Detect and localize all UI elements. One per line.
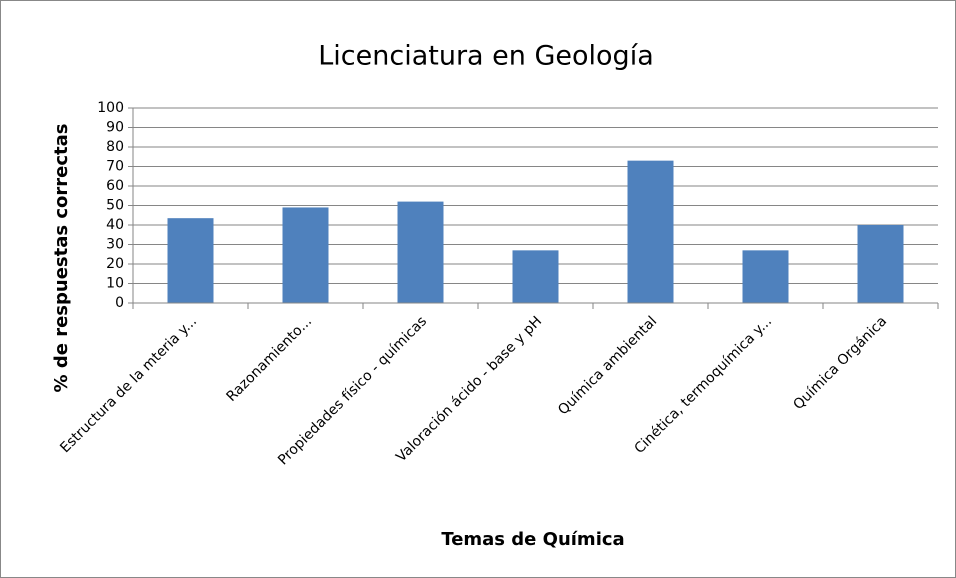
y-tick-label: 20 [106, 256, 124, 272]
y-tick-label: 60 [106, 178, 124, 194]
y-tick-label: 80 [106, 139, 124, 155]
bar [857, 225, 904, 303]
chart-title: Licenciatura en Geología [318, 41, 654, 72]
y-tick-label: 100 [97, 100, 124, 116]
y-tick-label: 90 [106, 120, 124, 136]
bar [282, 207, 329, 303]
y-tick-label: 50 [106, 198, 124, 214]
bar [627, 160, 674, 303]
x-axis-title: Temas de Química [441, 529, 624, 550]
y-tick-label: 0 [115, 295, 124, 311]
y-tick-label: 10 [106, 276, 124, 292]
y-tick-label: 70 [106, 159, 124, 175]
y-tick-label: 40 [106, 217, 124, 233]
y-axis-title: % de respuestas correctas [51, 124, 72, 393]
y-tick-label: 30 [106, 237, 124, 253]
bar [167, 218, 214, 303]
bar [512, 250, 559, 303]
bar [397, 201, 444, 303]
bar [742, 250, 789, 303]
